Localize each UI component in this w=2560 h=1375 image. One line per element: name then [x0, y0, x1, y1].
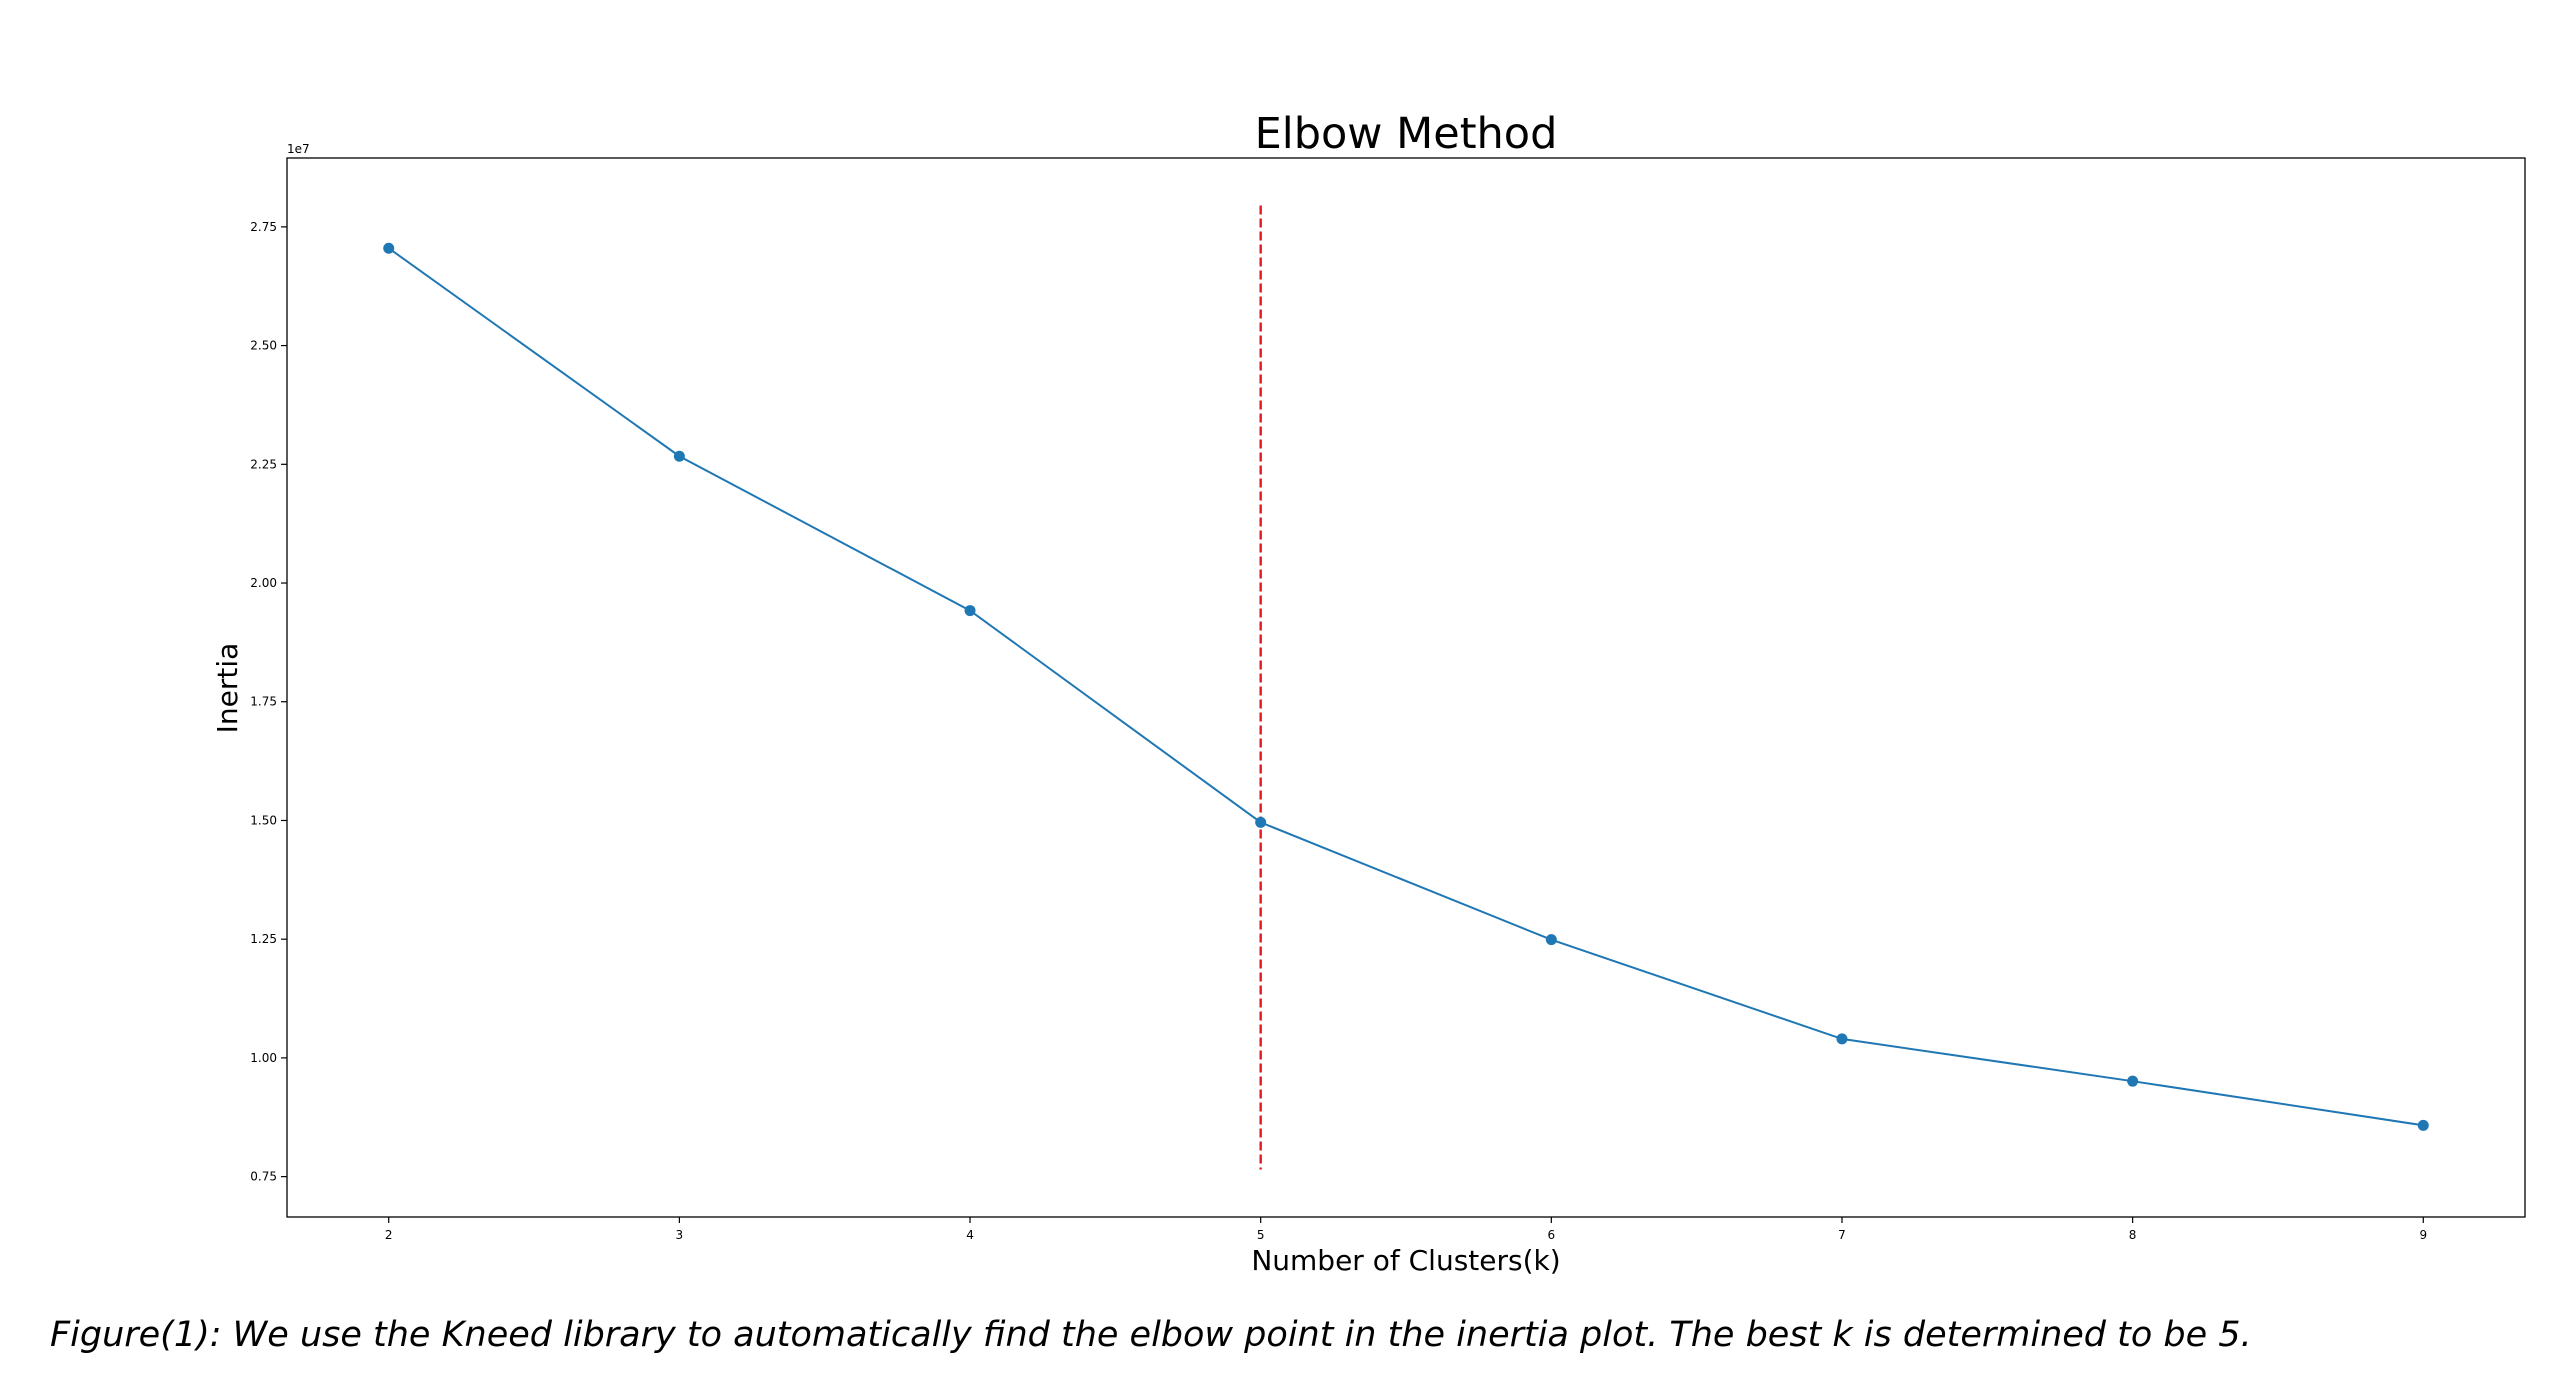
data-point	[2127, 1075, 2139, 1087]
x-tick-label: 7	[1838, 1228, 1846, 1242]
x-axis-label: Number of Clusters(k)	[1251, 1244, 1560, 1277]
y-tick-label: 2.50	[250, 339, 277, 353]
elbow-chart: Elbow Method 1e7 2 3 4 5 6 7 8 9 0.75 1.00 1.25 1.…	[211, 109, 2526, 1277]
data-point	[2417, 1119, 2429, 1131]
y-axis-offset-label: 1e7	[287, 142, 310, 156]
x-tick-label: 4	[966, 1228, 974, 1242]
y-tick-label: 2.75	[250, 220, 277, 234]
data-point	[673, 450, 685, 462]
x-tick-label: 2	[385, 1228, 393, 1242]
chart-title: Elbow Method	[1255, 109, 1558, 159]
figure-caption: Figure(1): We use the Kneed library to a…	[50, 1315, 2252, 1355]
y-tick-label: 1.75	[250, 695, 277, 709]
y-tick-label: 1.25	[250, 932, 277, 946]
y-tick-label: 1.50	[250, 813, 277, 827]
series-line-layer	[388, 247, 2424, 1127]
x-tick-label: 5	[1257, 1228, 1265, 1242]
y-tick-label: 2.25	[250, 457, 277, 471]
x-tick-label: 6	[1548, 1228, 1556, 1242]
data-points-layer	[383, 242, 2429, 1131]
x-tick-label: 9	[2419, 1228, 2427, 1242]
data-point	[1255, 816, 1267, 828]
x-axis-ticks: 2 3 4 5 6 7 8 9	[385, 1217, 2427, 1242]
data-point	[383, 242, 395, 254]
data-point	[964, 605, 976, 617]
y-tick-label: 0.75	[250, 1170, 277, 1184]
y-axis-label: Inertia	[211, 643, 244, 734]
y-tick-label: 1.00	[250, 1051, 277, 1065]
y-axis-ticks: 0.75 1.00 1.25 1.50 1.75 2.00 2.25 2.50 2.75	[250, 220, 287, 1184]
y-tick-label: 2.00	[250, 576, 277, 590]
data-point	[1836, 1033, 1848, 1045]
plot-area-frame	[286, 157, 2526, 1218]
data-point	[1545, 934, 1557, 946]
x-tick-label: 8	[2129, 1228, 2137, 1242]
x-tick-label: 3	[676, 1228, 684, 1242]
series-line	[388, 247, 2424, 1127]
